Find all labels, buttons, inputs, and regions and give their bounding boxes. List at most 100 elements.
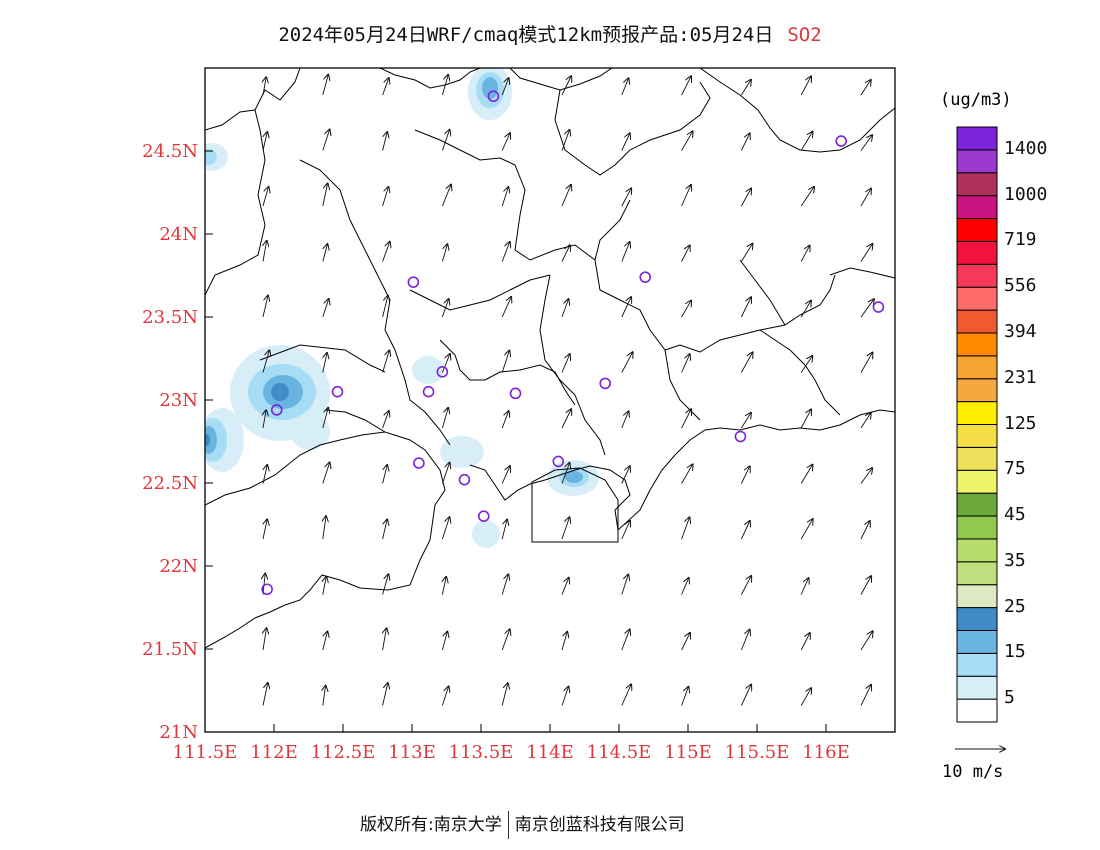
- wind-arrow: [323, 686, 326, 706]
- colorbar-segment: [956, 652, 998, 677]
- station-marker: [835, 135, 847, 147]
- colorbar-segment: [956, 629, 998, 654]
- wind-arrow: [561, 354, 570, 373]
- province-border-ne: [509, 68, 613, 91]
- wind-arrow: [441, 185, 451, 207]
- colorbar-tick-label: 35: [1004, 549, 1026, 571]
- colorbar-tick-label: 394: [1004, 320, 1037, 342]
- city-boundary-4: [324, 409, 386, 433]
- wind-arrow: [860, 135, 872, 151]
- wind-arrow: [561, 299, 568, 318]
- colorbar-segment: [956, 240, 998, 265]
- wind-arrow: [621, 466, 630, 484]
- wind-arrow: [263, 519, 267, 540]
- wind-arrow: [800, 409, 811, 429]
- wind-arrow: [800, 76, 811, 96]
- colorbar-segment: [956, 538, 998, 563]
- wind-arrow: [442, 577, 446, 595]
- station-marker: [422, 385, 435, 398]
- wind-arrow: [501, 242, 510, 262]
- wind-arrow: [621, 629, 630, 651]
- wind-arrow: [681, 245, 690, 262]
- wind-arrow: [741, 244, 752, 262]
- wind-arrow: [621, 684, 631, 706]
- wind-arrow: [323, 516, 326, 540]
- wind-arrow: [860, 244, 872, 262]
- colorbar-segment: [956, 492, 998, 517]
- concentration-plumes: [205, 68, 599, 548]
- lat-label: 22.5N: [142, 473, 198, 494]
- station-marker: [552, 455, 565, 468]
- station-marker: [477, 510, 490, 523]
- colorbar-segment: [956, 286, 998, 311]
- wind-arrow: [441, 463, 449, 484]
- wind-arrow: [800, 187, 814, 207]
- wind-arrow: [621, 242, 630, 262]
- wind-arrow: [741, 80, 751, 96]
- wind-arrow: [382, 574, 389, 595]
- wind-arrow: [322, 299, 329, 318]
- station-marker: [261, 583, 273, 596]
- pollutant-label: SO2: [787, 24, 822, 46]
- wind-arrow: [322, 408, 328, 429]
- station-marker: [458, 473, 471, 486]
- wind-arrow: [501, 466, 510, 484]
- wind-arrow: [921, 301, 931, 317]
- wind-arrow: [921, 465, 933, 484]
- longitude-axis: 111.5E 112E 112.5E 113E 113.5E 114E 114.5E 115E…: [173, 724, 850, 763]
- station-marker: [270, 404, 283, 416]
- colorbar-segment: [956, 401, 998, 426]
- wind-arrow: [800, 633, 810, 651]
- copyright-separator: [507, 811, 509, 839]
- wind-arrow: [383, 628, 387, 651]
- colorbar-segment: [956, 126, 998, 151]
- colorbar-tick-label: 231: [1004, 366, 1037, 388]
- wind-arrow: [860, 353, 873, 373]
- wind-arrow: [382, 351, 390, 373]
- wind-arrow: [382, 465, 388, 484]
- wind-arrow: [441, 299, 448, 318]
- wind-arrow: [681, 185, 691, 207]
- colorbar-tick-label: 719: [1004, 229, 1037, 251]
- city-boundary-3: [259, 344, 386, 373]
- station-marker: [872, 301, 885, 313]
- wind-arrow: [561, 517, 569, 540]
- wind-arrow: [501, 683, 508, 706]
- wind-arrow: [441, 686, 448, 706]
- lon-label: 113.5E: [449, 742, 514, 763]
- wind-arrow: [621, 133, 630, 151]
- colorbar-segment: [956, 515, 998, 540]
- wind-arrow: [322, 75, 328, 96]
- wind-arrow: [322, 632, 328, 651]
- wind-arrow: [921, 356, 932, 372]
- wind-arrow: [262, 683, 268, 706]
- wind-arrow: [561, 409, 571, 429]
- wind-arrow: [441, 354, 449, 373]
- wind-arrow: [800, 356, 812, 373]
- wind-arrow: [501, 629, 510, 651]
- wind-arrow: [681, 301, 692, 318]
- copyright-footer: 版权所有:南京大学 南京创蓝科技有限公司: [360, 810, 685, 839]
- colorbar-segment: [956, 332, 998, 357]
- wind-arrow: [501, 574, 508, 595]
- wind-arrow: [681, 131, 693, 151]
- wind-arrow: [921, 411, 934, 428]
- wind-arrow: [382, 242, 390, 262]
- wind-arrow: [800, 301, 811, 318]
- city-boundary-14: [739, 259, 786, 326]
- province-border-nw: [205, 68, 301, 131]
- station-marker: [436, 365, 449, 378]
- wind-arrow: [921, 132, 933, 151]
- wind-arrow: [322, 130, 330, 151]
- wind-arrow: [740, 630, 749, 651]
- wind-arrow: [860, 468, 872, 484]
- lon-label: 116E: [802, 742, 850, 763]
- wind-arrow: [800, 519, 813, 540]
- colorbar-segment: [956, 424, 998, 448]
- colorbar-tick-label: 125: [1004, 412, 1037, 434]
- station-marker: [331, 385, 344, 398]
- lat-label: 22N: [159, 556, 198, 577]
- wind-arrow: [501, 133, 510, 151]
- wind-arrow: [681, 76, 692, 96]
